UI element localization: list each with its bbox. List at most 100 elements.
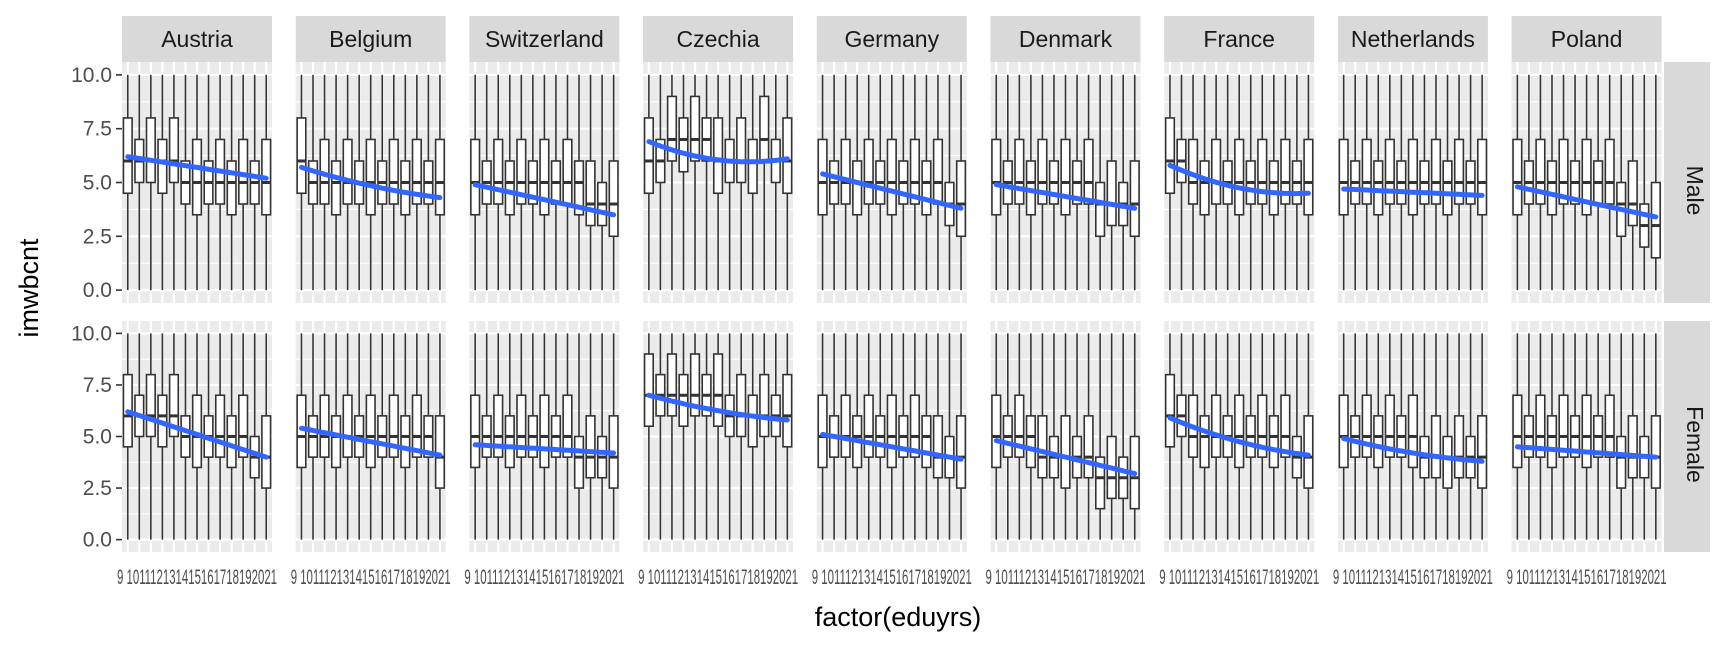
box-body [1361, 138, 1372, 205]
box-body [1407, 394, 1419, 469]
trend-line [1514, 444, 1659, 460]
box-body [1373, 415, 1384, 469]
strip-germany [816, 16, 967, 62]
box-body [585, 415, 596, 479]
box-body [1477, 415, 1488, 489]
trend-line [1341, 186, 1485, 198]
y-tick-label: 5.0 [83, 172, 112, 195]
box-body [342, 394, 353, 458]
trend-line [299, 164, 443, 201]
strip-label-germany: Germany [845, 26, 940, 52]
box-body [1234, 138, 1245, 216]
box-body [921, 415, 932, 469]
strip-female [1664, 321, 1710, 552]
box-body [955, 160, 967, 238]
box-body [909, 138, 921, 205]
panel-france-female [1164, 321, 1315, 552]
y-axis-title: imwbcnt [14, 238, 44, 338]
trend-line [646, 139, 790, 165]
strip-label-denmark: Denmark [1019, 26, 1113, 52]
box-body [145, 117, 156, 184]
box-body [840, 394, 851, 458]
box-body [863, 394, 874, 458]
panel-austria-female [122, 321, 272, 552]
box-body [504, 415, 515, 469]
box-body [932, 138, 944, 205]
box-body [400, 415, 411, 469]
box-body [1558, 138, 1569, 205]
trend-line [993, 438, 1138, 477]
box-body [1268, 160, 1279, 216]
box-body [1199, 160, 1210, 216]
box-body [678, 373, 689, 427]
box-body [330, 415, 342, 469]
strip-label-netherlands: Netherlands [1351, 26, 1475, 52]
strip-label-belgium: Belgium [329, 26, 412, 52]
box-body [747, 394, 758, 448]
strip-label-female: Female [1682, 406, 1708, 483]
box-body [470, 394, 481, 469]
x-tick-labels-denmark: 9 101112131415161718192021 [986, 566, 1146, 589]
panel-denmark-female [990, 321, 1141, 552]
panel-czechia-male [643, 62, 794, 303]
box-body [539, 138, 550, 216]
box-body [1512, 138, 1523, 216]
box-body [1083, 415, 1094, 479]
panel-poland-female [1511, 321, 1662, 552]
box-body [1373, 160, 1384, 216]
box-body [1106, 160, 1117, 227]
x-tick-labels-france: 9 101112131415161718192021 [1159, 566, 1319, 589]
box-body [1384, 138, 1395, 205]
box-body [1512, 394, 1523, 469]
box-body [1303, 138, 1314, 216]
box-body [1604, 138, 1615, 205]
box-body [168, 373, 180, 438]
box-body [782, 373, 793, 448]
box-body [759, 373, 770, 438]
panel-netherlands-male [1337, 62, 1488, 303]
box-body [608, 160, 619, 238]
box-body [1280, 394, 1291, 458]
box-body [1535, 138, 1546, 205]
x-axis-title: factor(eduyrs) [815, 602, 982, 632]
facet-panels: Austria 9 101112131415161718192021 Belgium… [71, 16, 1710, 589]
box-body [886, 394, 897, 469]
box-body [1280, 138, 1291, 205]
box-body [1014, 394, 1025, 458]
strip-netherlands [1337, 16, 1488, 62]
box-body [1338, 138, 1349, 216]
box-body [1037, 138, 1048, 205]
box-body [736, 373, 747, 438]
box-body [932, 415, 944, 479]
box-body [666, 95, 678, 162]
box-body [666, 353, 678, 417]
trend-line [472, 182, 617, 218]
box-body [782, 117, 793, 195]
y-tick-label: 7.5 [83, 118, 112, 141]
box-body [1268, 415, 1279, 469]
box-body [1060, 138, 1071, 216]
box-body [261, 415, 272, 489]
strip-austria [122, 16, 272, 62]
box-body [736, 117, 747, 184]
strip-label-switzerland: Switzerland [485, 26, 604, 52]
box-body [1558, 394, 1569, 458]
box-body [365, 138, 376, 216]
box-body [852, 160, 863, 216]
panel-poland-male [1511, 62, 1662, 303]
box-body [1384, 394, 1395, 458]
x-tick-labels-germany: 9 101112131415161718192021 [812, 566, 972, 589]
box-body [296, 117, 307, 195]
strip-label-france: France [1203, 26, 1275, 52]
box-body [573, 160, 585, 216]
box-body [388, 394, 399, 458]
box-body [226, 415, 237, 469]
box-body [1477, 138, 1488, 216]
box-body [886, 138, 897, 216]
box-body [712, 353, 724, 427]
box-body [1581, 138, 1592, 216]
strip-czechia [643, 16, 794, 62]
box-body [470, 138, 481, 216]
box-body [1581, 394, 1592, 469]
strip-france [1164, 16, 1315, 62]
